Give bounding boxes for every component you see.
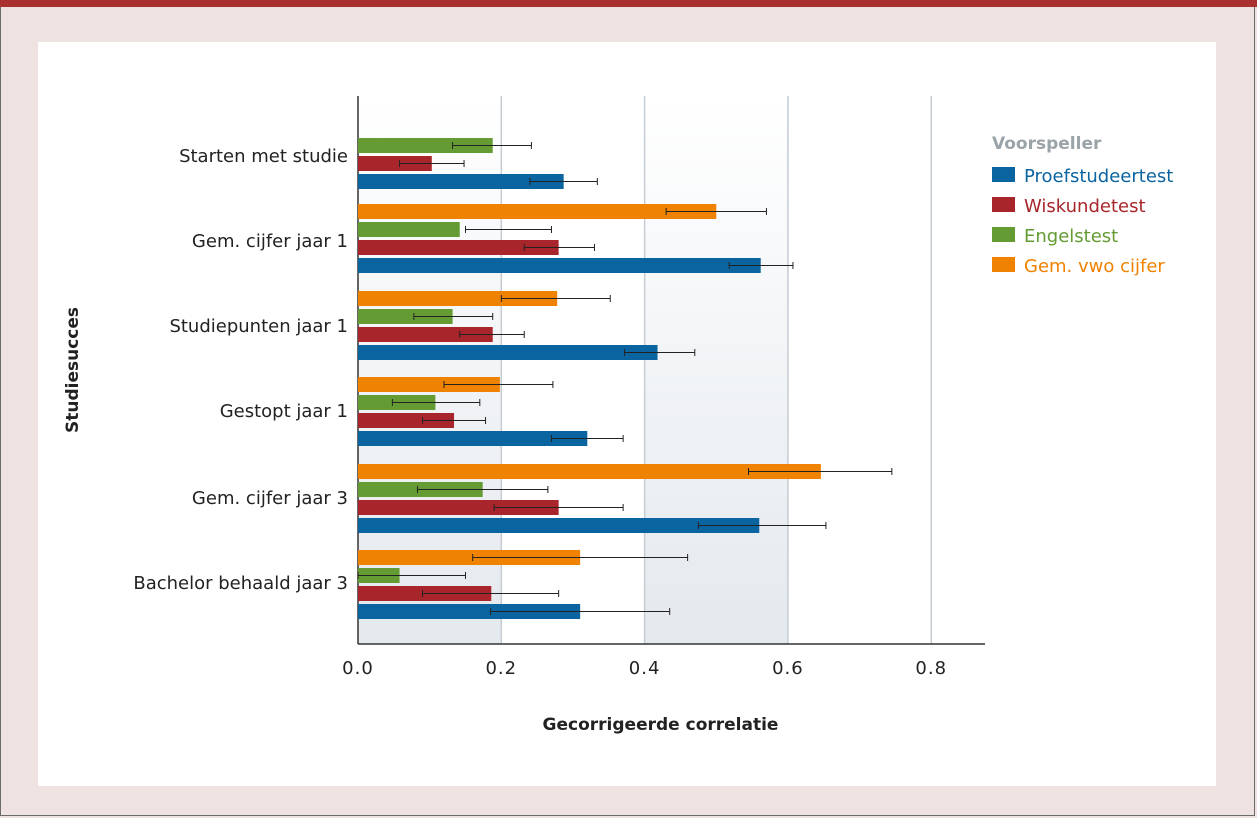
bar-proefstudeertest [358, 518, 760, 533]
legend-swatch [992, 257, 1015, 272]
x-axis-title: Gecorrigeerde correlatie [543, 715, 779, 735]
bar-proefstudeertest [358, 258, 761, 273]
figure-header-bar [0, 0, 1257, 7]
legend-swatch [992, 167, 1015, 182]
bar-wiskundetest [358, 413, 455, 428]
category-label: Bachelor behaald jaar 3 [133, 573, 348, 594]
legend-entry: Gem. vwo cijfer [1024, 256, 1165, 277]
y-axis-title: Studiesucces [63, 307, 83, 433]
x-tick-label: 0.8 [915, 658, 947, 679]
bar-gem-vwo-cijfer [358, 377, 500, 392]
bar-proefstudeertest [358, 345, 658, 360]
bar-gem-vwo-cijfer [358, 464, 821, 479]
legend-entry: Engelstest [1024, 226, 1118, 247]
bar-proefstudeertest [358, 431, 588, 446]
chart-panel: 0.0 0.2 0.4 0.6 0.8 Gecorrigeerde correlatie S… [38, 42, 1216, 786]
category-label: Gem. cijfer jaar 3 [192, 488, 348, 509]
category-label: Gem. cijfer jaar 1 [192, 231, 348, 252]
bar-proefstudeertest [358, 174, 564, 189]
bar-gem-vwo-cijfer [358, 550, 581, 565]
x-tick-label: 0.0 [342, 658, 374, 679]
bar-wiskundetest [358, 156, 432, 171]
category-label: Starten met studie [179, 146, 348, 167]
bar-gem-vwo-cijfer [358, 291, 558, 306]
bar-chart: 0.0 0.2 0.4 0.6 0.8 Gecorrigeerde correlatie S… [63, 96, 1173, 735]
bar-engelstest [358, 309, 453, 324]
bar-engelstest [358, 138, 493, 153]
legend-entry: Proefstudeertest [1024, 166, 1173, 187]
bar-proefstudeertest [358, 604, 581, 619]
bar-wiskundetest [358, 500, 559, 515]
bar-engelstest [358, 222, 460, 237]
legend-title: Voorspeller [992, 134, 1102, 154]
category-label: Studiepunten jaar 1 [169, 316, 348, 337]
bar-wiskundetest [358, 327, 493, 342]
x-tick-label: 0.4 [629, 658, 661, 679]
bar-gem-vwo-cijfer [358, 204, 717, 219]
legend-entry: Wiskundetest [1024, 196, 1146, 217]
background-band [644, 96, 788, 644]
bar-wiskundetest [358, 240, 559, 255]
legend-swatch [992, 227, 1015, 242]
x-tick-label: 0.2 [485, 658, 517, 679]
legend-swatch [992, 197, 1015, 212]
x-tick-label: 0.6 [772, 658, 804, 679]
category-label: Gestopt jaar 1 [220, 401, 348, 422]
